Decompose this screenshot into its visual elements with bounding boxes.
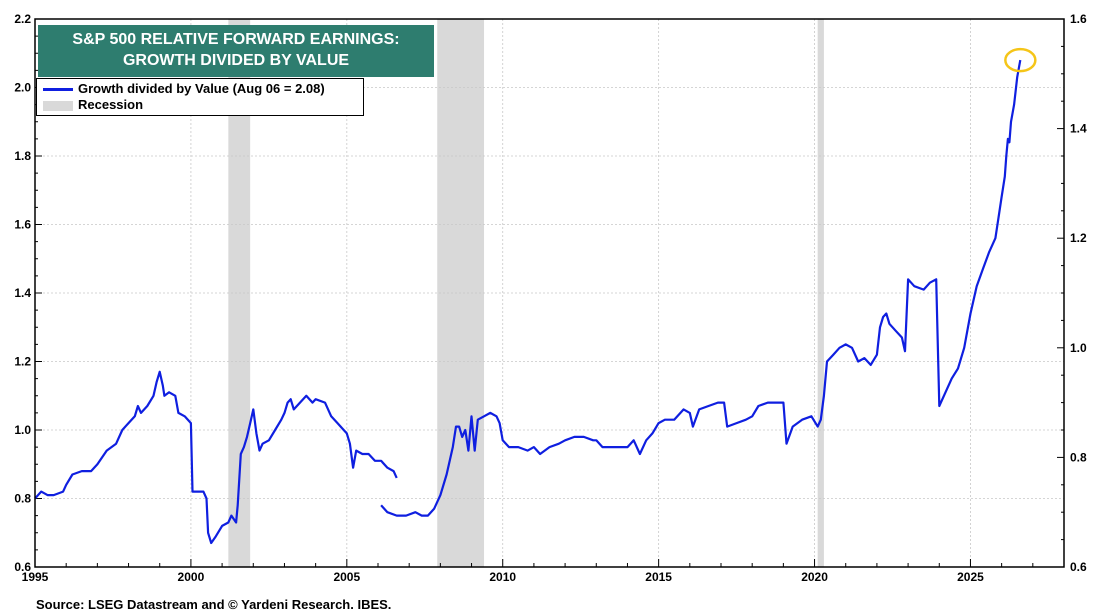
x-tick-label: 2000 bbox=[178, 570, 205, 584]
y2-tick-label: 1.0 bbox=[1070, 341, 1087, 355]
y-tick-label: 2.0 bbox=[14, 81, 31, 95]
y-tick-label: 1.8 bbox=[14, 149, 31, 163]
plot-frame bbox=[34, 18, 1065, 568]
y2-tick-label: 1.2 bbox=[1070, 231, 1087, 245]
x-tick-label: 2025 bbox=[957, 570, 984, 584]
legend-swatch-recession bbox=[43, 100, 73, 111]
legend: Growth divided by Value (Aug 06 = 2.08) … bbox=[36, 78, 364, 116]
y-tick-label: 2.2 bbox=[14, 12, 31, 26]
y2-tick-label: 0.6 bbox=[1070, 560, 1087, 574]
y-tick-label: 1.4 bbox=[14, 286, 31, 300]
x-tick-label: 2015 bbox=[645, 570, 672, 584]
x-tick-label: 2010 bbox=[489, 570, 516, 584]
y-tick-label: 0.8 bbox=[14, 492, 31, 506]
y2-tick-label: 1.4 bbox=[1070, 122, 1087, 136]
source-note: Source: LSEG Datastream and © Yardeni Re… bbox=[36, 597, 392, 612]
series-line bbox=[380, 59, 1022, 517]
x-tick-label: 1995 bbox=[22, 570, 49, 584]
highlight-circle bbox=[1004, 47, 1037, 73]
series-line bbox=[34, 370, 398, 545]
legend-label-growth-value: Growth divided by Value (Aug 06 = 2.08) bbox=[78, 81, 325, 96]
y-tick-label: 0.6 bbox=[14, 560, 31, 574]
x-tick-label: 2020 bbox=[801, 570, 828, 584]
chart-title: S&P 500 RELATIVE FORWARD EARNINGS: bbox=[72, 31, 400, 48]
legend-swatch-line bbox=[43, 88, 73, 92]
chart-subtitle: GROWTH DIVIDED BY VALUE bbox=[122, 52, 350, 69]
legend-item-recession: Recession bbox=[43, 97, 143, 113]
legend-label-recession: Recession bbox=[78, 97, 144, 112]
y-tick-label: 1.2 bbox=[14, 355, 31, 369]
chart-title-box: S&P 500 RELATIVE FORWARD EARNINGS: GROWT… bbox=[38, 25, 434, 77]
y2-tick-label: 0.8 bbox=[1070, 450, 1087, 464]
y-tick-label: 1.6 bbox=[14, 218, 31, 232]
x-tick-label: 2005 bbox=[333, 570, 360, 584]
y2-tick-label: 1.6 bbox=[1070, 12, 1087, 26]
y-tick-label: 1.0 bbox=[14, 423, 31, 437]
legend-item-growth-value: Growth divided by Value (Aug 06 = 2.08) bbox=[43, 81, 325, 97]
